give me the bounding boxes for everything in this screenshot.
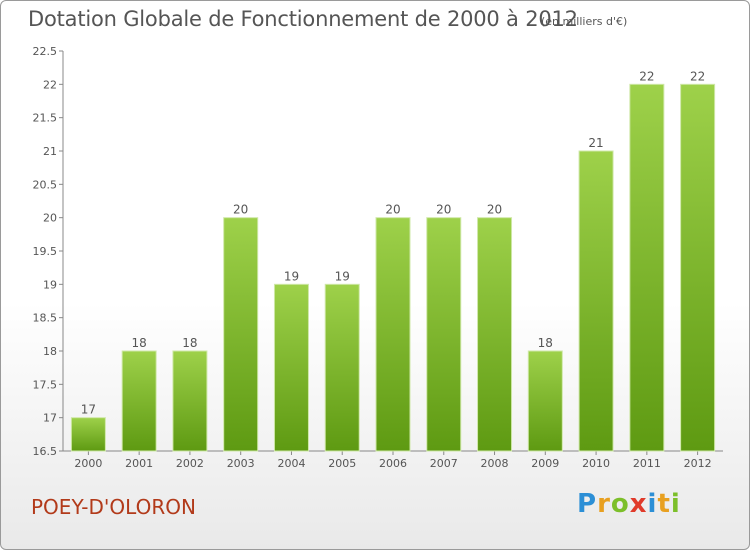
x-tick-label: 2004 xyxy=(277,457,305,470)
commune-name: POEY-D'OLORON xyxy=(31,495,196,519)
bar-2009 xyxy=(527,350,563,452)
axes: 16.5 17 17.5 18 18.5 19 19.5 20 20.5 21 21.5 22 22.5… xyxy=(33,45,723,470)
bar-2012 xyxy=(680,83,716,452)
bar-2010 xyxy=(578,150,614,452)
y-tick-label: 18.5 xyxy=(33,312,58,325)
y-tick-label: 22.5 xyxy=(33,45,58,58)
bar-2005 xyxy=(324,283,360,452)
y-tick-label: 19 xyxy=(43,278,57,291)
data-label-2007: 20 xyxy=(436,203,451,217)
y-tick-label: 16.5 xyxy=(33,445,58,458)
x-tick-label: 2011 xyxy=(633,457,661,470)
bar-2011 xyxy=(629,83,665,452)
y-tick-label: 22 xyxy=(43,78,57,91)
data-label-2010: 21 xyxy=(588,136,603,150)
x-tick-label: 2009 xyxy=(531,457,559,470)
y-tick-label: 20.5 xyxy=(33,178,58,191)
data-label-2005: 19 xyxy=(335,269,350,283)
bars xyxy=(70,83,716,452)
data-label-2003: 20 xyxy=(233,203,248,217)
y-tick-label: 20 xyxy=(43,212,57,225)
data-label-2011: 22 xyxy=(639,69,654,83)
data-label-2008: 20 xyxy=(487,203,502,217)
bar-2008 xyxy=(477,217,513,452)
bar-2000 xyxy=(70,417,106,452)
bar-2007 xyxy=(426,217,462,452)
chart-title: Dotation Globale de Fonctionnement de 20… xyxy=(28,7,578,31)
x-tick-label: 2005 xyxy=(328,457,356,470)
value-labels: 17 18 18 20 19 19 20 20 20 18 21 22 22 xyxy=(81,69,706,416)
data-label-2000: 17 xyxy=(81,403,96,417)
x-tick-label: 2006 xyxy=(379,457,407,470)
x-tick-label: 2003 xyxy=(227,457,255,470)
x-tick-label: 2008 xyxy=(481,457,509,470)
x-tick-label: 2002 xyxy=(176,457,204,470)
data-label-2009: 18 xyxy=(538,336,553,350)
data-label-2001: 18 xyxy=(132,336,147,350)
y-tick-label: 21.5 xyxy=(33,112,58,125)
data-label-2004: 19 xyxy=(284,269,299,283)
data-label-2012: 22 xyxy=(690,69,705,83)
x-tick-label: 2000 xyxy=(74,457,102,470)
y-tick-label: 17 xyxy=(43,412,57,425)
bar-2001 xyxy=(121,350,157,452)
data-label-2006: 20 xyxy=(385,203,400,217)
bar-2002 xyxy=(172,350,208,452)
x-tick-label: 2010 xyxy=(582,457,610,470)
chart-unit-label: (en milliers d'€) xyxy=(541,15,628,28)
x-tick-label: 2007 xyxy=(430,457,458,470)
bar-2006 xyxy=(375,217,411,452)
x-tick-label: 2012 xyxy=(684,457,712,470)
proxiti-logo: Proxiti xyxy=(577,489,681,519)
bar-2003 xyxy=(223,217,259,452)
data-label-2002: 18 xyxy=(182,336,197,350)
bar-2004 xyxy=(273,283,309,452)
x-tick-label: 2001 xyxy=(125,457,153,470)
y-tick-label: 19.5 xyxy=(33,245,58,258)
y-tick-label: 17.5 xyxy=(33,378,58,391)
y-tick-label: 18 xyxy=(43,345,57,358)
y-tick-label: 21 xyxy=(43,145,57,158)
